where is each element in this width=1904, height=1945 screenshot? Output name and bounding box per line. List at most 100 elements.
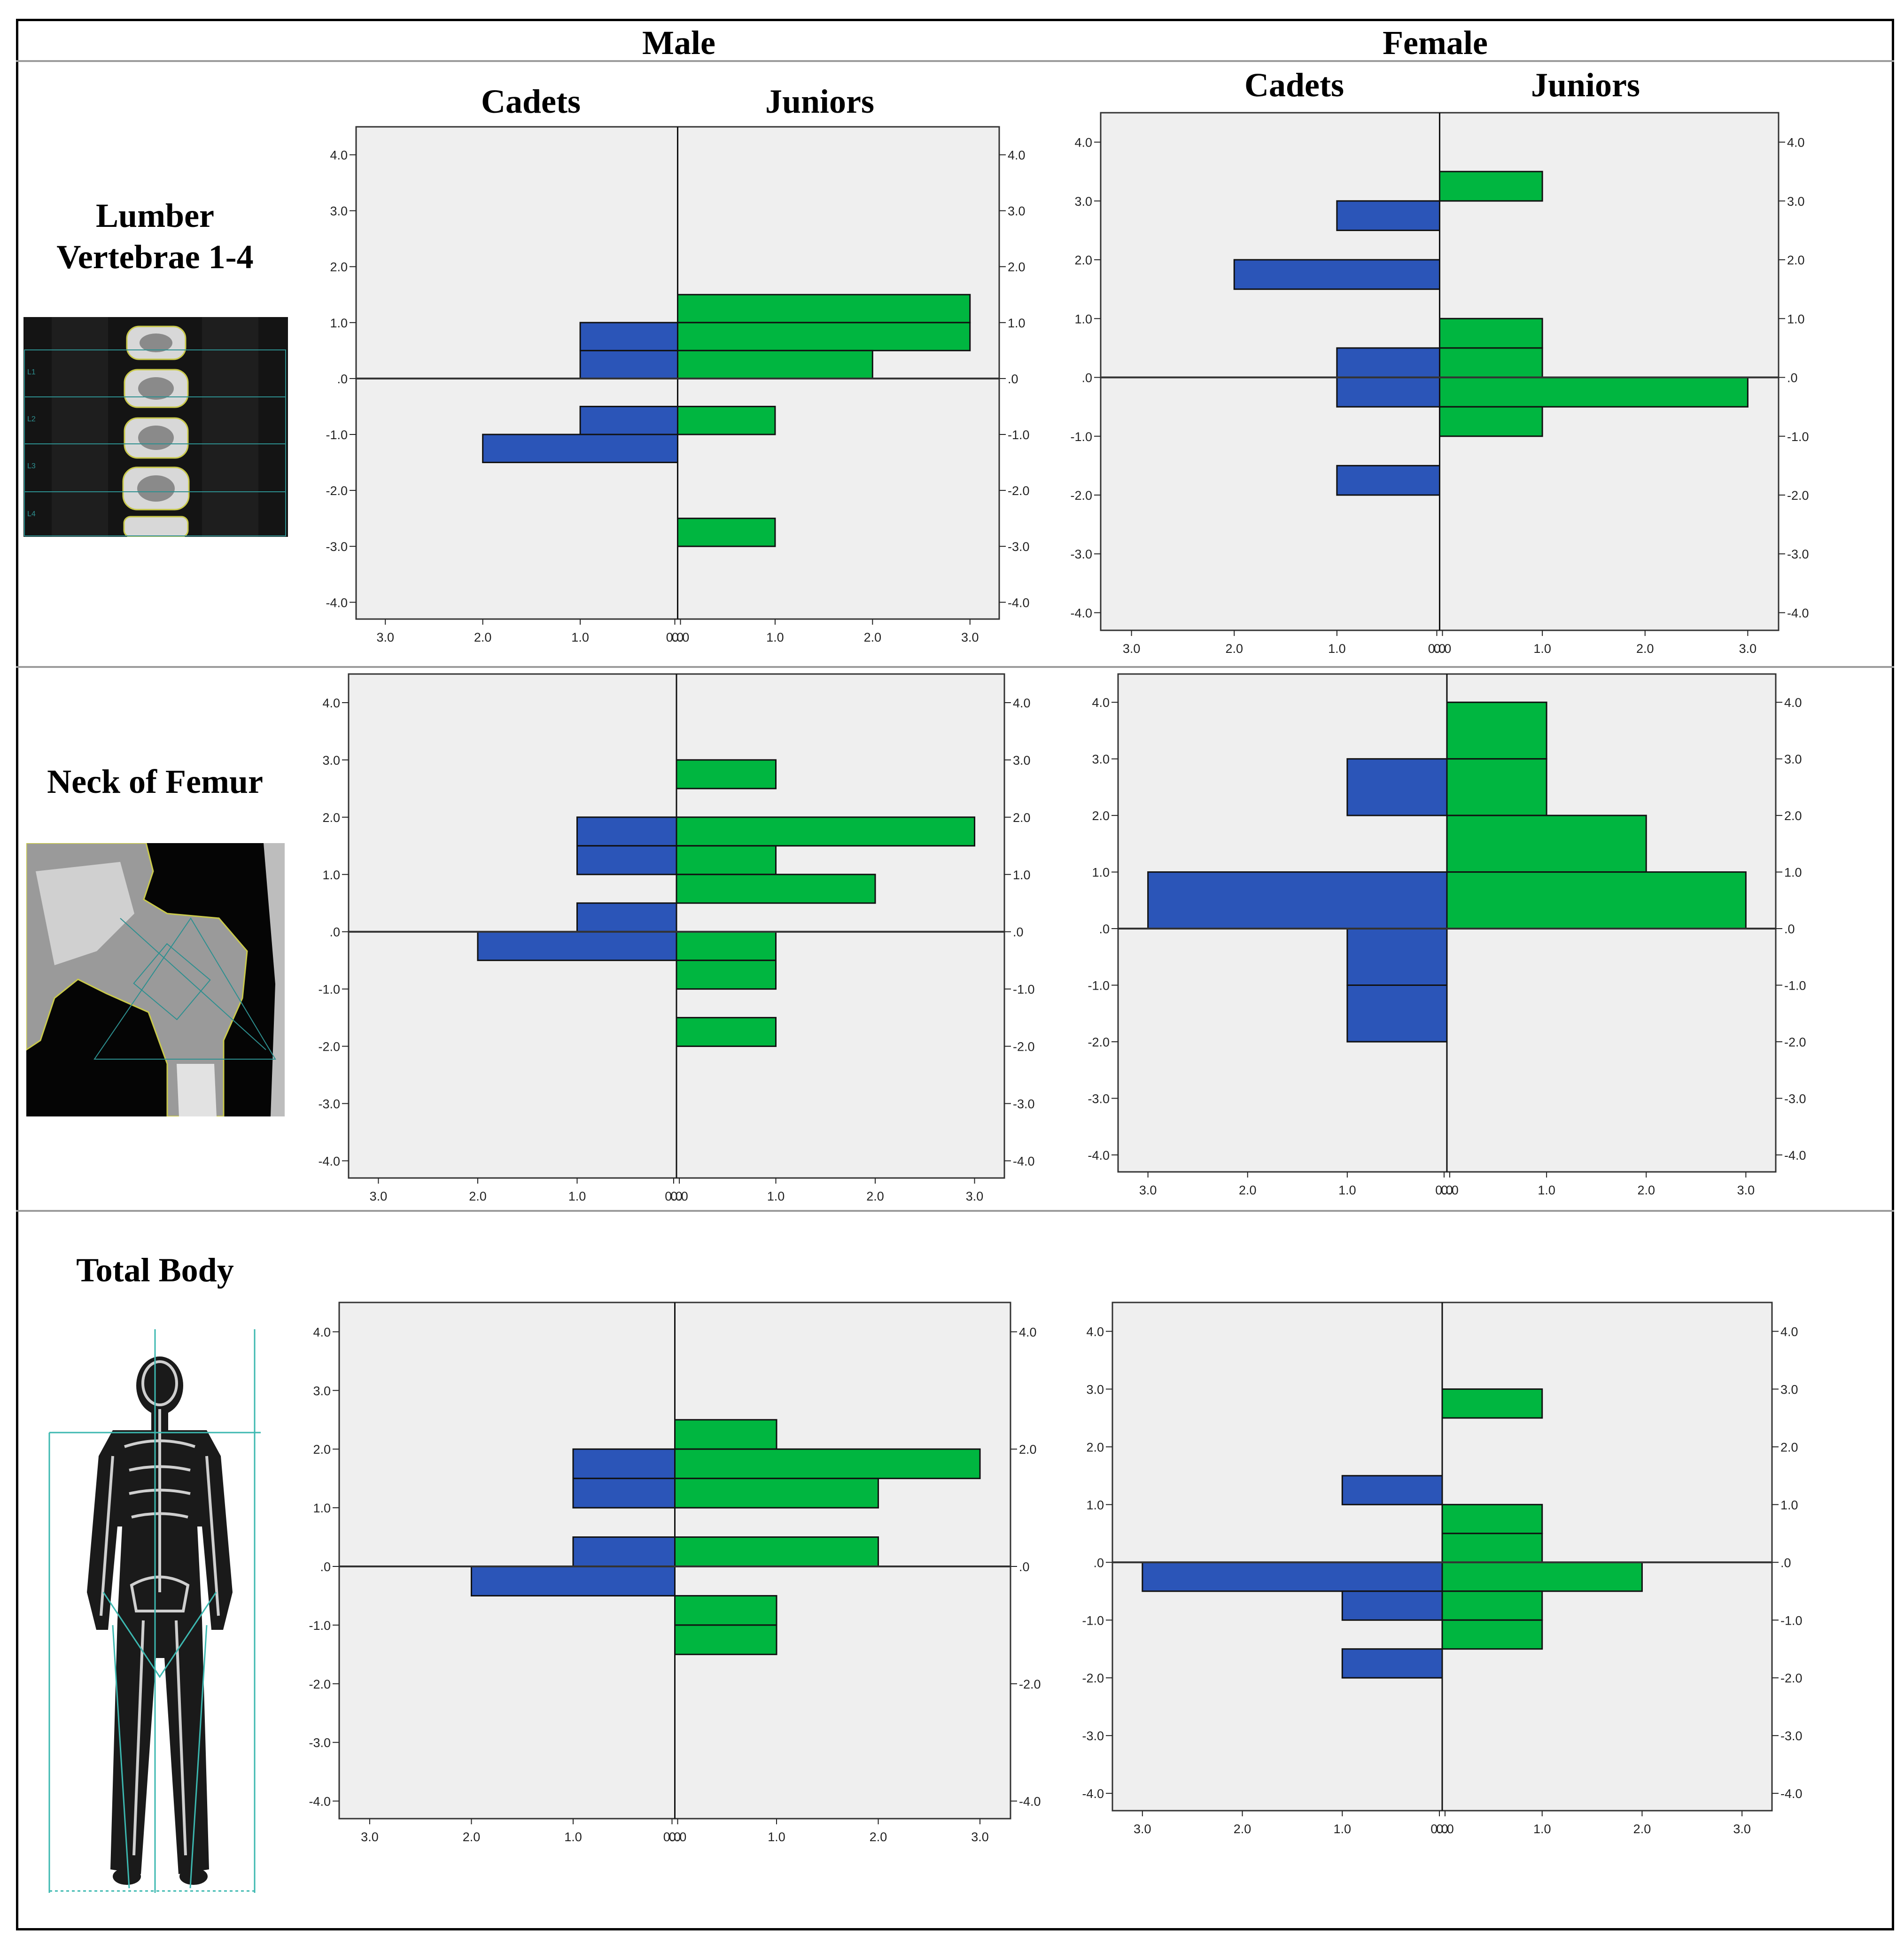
cadets-bar-female-femur-3 [1346, 984, 1448, 1043]
y-tick-label-right-male-lumbar-5: -1.0 [1008, 428, 1030, 442]
y-tick-label-right-male-total-2: .0 [1019, 1560, 1030, 1574]
plot-male-lumbar: 4.0 3.0 2.0 1.0 .0 -1.0 -2.0 -3.0 -4.0 4.0 3.0 2.0 1… [326, 126, 1030, 644]
juniors-bar-male-total-0 [674, 1419, 777, 1450]
y-tick-label-left-male-femur-3: 1.0 [322, 868, 340, 882]
column-title-male: Male [642, 24, 715, 62]
y-tick-label-left-female-femur-1: 3.0 [1092, 752, 1110, 767]
x-tick-label-male-femur-6: 2.0 [866, 1189, 884, 1203]
y-tick-label-left-female-lumbar-4: .0 [1081, 371, 1092, 385]
y-tick-label-right-male-total-1: 2.0 [1019, 1442, 1037, 1457]
y-tick-label-right-male-lumbar-7: -3.0 [1008, 540, 1030, 554]
y-tick-label-right-female-femur-1: 3.0 [1784, 752, 1802, 767]
x-tick-label-female-total-5: 1.0 [1533, 1822, 1551, 1836]
juniors-bar-female-femur-2 [1446, 814, 1647, 873]
cadets-bar-female-total-2 [1341, 1590, 1443, 1621]
juniors-bar-male-femur-2 [676, 845, 777, 876]
y-tick-label-left-female-total-5: -1.0 [1082, 1613, 1104, 1627]
y-tick-label-right-male-total-4: -4.0 [1019, 1795, 1041, 1809]
cadets-bar-female-lumbar-3 [1336, 377, 1440, 408]
x-tick-label-male-lumbar-7: 3.0 [961, 630, 979, 644]
cadets-bar-male-femur-1 [576, 845, 677, 876]
x-tick-label-male-total-6: 2.0 [870, 1830, 887, 1844]
y-tick-label-right-male-lumbar-2: 2.0 [1008, 260, 1026, 274]
y-tick-label-left-male-total-1: 3.0 [313, 1384, 331, 1398]
y-tick-label-right-female-lumbar-7: -3.0 [1787, 547, 1809, 561]
cadets-bar-male-lumbar-2 [482, 434, 678, 464]
x-tick-label-female-lumbar-5: 1.0 [1533, 642, 1551, 656]
y-tick-label-left-male-total-4: .0 [320, 1560, 331, 1574]
x-tick-label-male-lumbar-3: 0.0 [666, 630, 684, 644]
cadets-bar-male-lumbar-0 [579, 349, 679, 380]
y-tick-label-left-male-lumbar-4: .0 [337, 372, 348, 386]
y-tick-label-right-female-lumbar-8: -4.0 [1787, 606, 1809, 620]
y-tick-label-left-female-total-7: -3.0 [1082, 1729, 1104, 1743]
cadets-bar-male-femur-0 [576, 816, 677, 847]
lumbar-label-4: L4 [27, 510, 36, 518]
y-tick-label-left-female-lumbar-5: -1.0 [1070, 430, 1092, 444]
x-tick-label-male-femur-2: 1.0 [568, 1189, 586, 1203]
x-tick-label-female-femur-4: 0.0 [1441, 1183, 1459, 1197]
y-tick-label-left-male-lumbar-2: 2.0 [330, 260, 348, 274]
y-tick-label-right-female-total-6: -2.0 [1780, 1671, 1803, 1685]
y-tick-label-right-female-lumbar-5: -1.0 [1787, 430, 1809, 444]
y-tick-label-right-female-lumbar-1: 3.0 [1787, 194, 1805, 209]
y-tick-label-left-female-lumbar-6: -2.0 [1070, 488, 1092, 503]
y-tick-label-right-female-total-8: -4.0 [1780, 1787, 1803, 1801]
y-tick-label-right-male-femur-0: 4.0 [1013, 696, 1031, 710]
lumbar-label-1: L1 [27, 368, 36, 376]
juniors-bar-female-total-0 [1441, 1388, 1543, 1419]
juniors-bar-male-total-3 [674, 1536, 879, 1567]
y-tick-label-left-female-total-3: 1.0 [1086, 1498, 1104, 1512]
y-tick-label-right-female-total-2: 2.0 [1780, 1440, 1798, 1454]
x-tick-label-male-lumbar-1: 2.0 [474, 630, 492, 644]
y-tick-label-left-female-lumbar-3: 1.0 [1074, 312, 1092, 326]
plot-female-femur: 4.0 3.0 2.0 1.0 .0 -1.0 -2.0 -3.0 -4.0 4.0 3.0 2.0 1… [1088, 673, 1806, 1197]
y-tick-label-left-male-total-6: -2.0 [309, 1677, 331, 1691]
y-tick-label-left-male-total-5: -1.0 [309, 1619, 331, 1633]
x-tick-label-male-total-5: 1.0 [768, 1830, 785, 1844]
x-tick-label-male-total-7: 3.0 [971, 1830, 989, 1844]
juniors-bar-male-total-1 [674, 1448, 981, 1480]
group-title-male-cadets: Cadets [481, 83, 581, 120]
y-tick-label-left-female-total-4: .0 [1093, 1556, 1104, 1570]
cadets-bar-female-femur-2 [1346, 928, 1448, 986]
x-tick-label-male-femur-3: 0.0 [665, 1189, 683, 1203]
y-tick-label-left-male-femur-1: 3.0 [322, 753, 340, 767]
y-tick-label-right-female-femur-5: -1.0 [1784, 979, 1806, 993]
x-tick-label-female-femur-2: 1.0 [1338, 1183, 1356, 1197]
x-tick-label-female-lumbar-3: 0.0 [1428, 642, 1446, 656]
juniors-bar-male-femur-5 [676, 960, 777, 990]
femur-scan-image [26, 843, 285, 1116]
juniors-bar-male-total-5 [674, 1624, 777, 1655]
cadets-bar-female-lumbar-1 [1233, 259, 1441, 290]
x-tick-label-female-lumbar-4: 0.0 [1434, 642, 1452, 656]
y-tick-label-left-female-lumbar-1: 3.0 [1074, 194, 1092, 209]
y-tick-label-left-male-lumbar-7: -3.0 [326, 540, 348, 554]
x-tick-label-female-total-2: 1.0 [1333, 1822, 1351, 1836]
juniors-bar-female-lumbar-3 [1439, 377, 1749, 408]
cadets-bar-male-total-1 [572, 1478, 676, 1509]
juniors-bar-male-total-2 [674, 1478, 879, 1509]
header-divider [16, 60, 1894, 62]
y-tick-label-left-female-total-0: 4.0 [1086, 1325, 1104, 1339]
juniors-bar-male-femur-6 [676, 1017, 777, 1047]
y-tick-label-right-male-femur-2: 2.0 [1013, 811, 1031, 825]
y-tick-label-left-male-lumbar-5: -1.0 [326, 428, 348, 442]
x-tick-label-male-total-0: 3.0 [361, 1830, 379, 1844]
x-tick-label-female-total-0: 3.0 [1134, 1822, 1151, 1836]
juniors-bar-male-lumbar-2 [677, 349, 873, 380]
y-tick-label-left-male-total-7: -3.0 [309, 1736, 331, 1750]
x-tick-label-female-lumbar-7: 3.0 [1739, 642, 1757, 656]
x-tick-label-female-lumbar-2: 1.0 [1328, 642, 1346, 656]
cadets-bar-male-lumbar-3 [579, 405, 679, 435]
y-tick-label-left-male-lumbar-1: 3.0 [330, 204, 348, 218]
juniors-bar-female-lumbar-2 [1439, 347, 1543, 379]
y-tick-label-right-male-femur-6: -2.0 [1013, 1040, 1035, 1054]
juniors-bar-female-total-5 [1441, 1619, 1543, 1650]
y-tick-label-left-male-lumbar-0: 4.0 [330, 148, 348, 163]
x-tick-label-male-femur-7: 3.0 [966, 1189, 984, 1203]
x-tick-label-male-femur-4: 0.0 [670, 1189, 688, 1203]
juniors-bar-female-total-1 [1441, 1503, 1543, 1534]
lumbar-label-3: L3 [27, 462, 36, 470]
